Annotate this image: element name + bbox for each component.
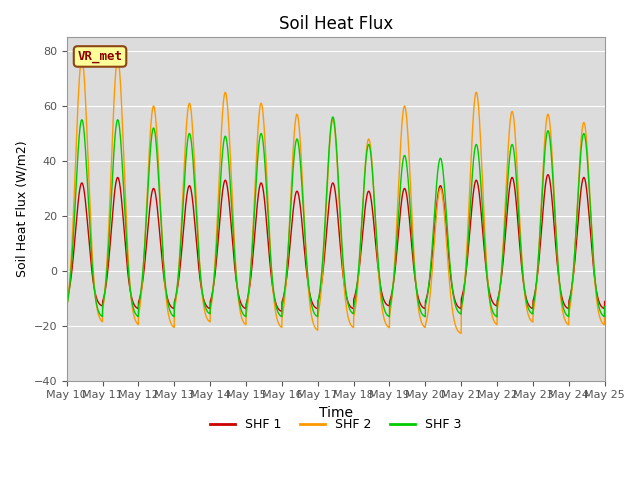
SHF 3 xyxy=(63,303,70,309)
SHF 3 xyxy=(591,269,598,275)
SHF 2 xyxy=(63,304,70,310)
SHF 3 xyxy=(532,278,540,284)
Legend: SHF 1, SHF 2, SHF 3: SHF 1, SHF 2, SHF 3 xyxy=(205,413,467,436)
SHF 1 xyxy=(591,274,598,279)
Line: SHF 3: SHF 3 xyxy=(67,117,605,317)
Title: Soil Heat Flux: Soil Heat Flux xyxy=(278,15,393,33)
SHF 2 xyxy=(124,257,132,263)
SHF 2 xyxy=(458,330,465,336)
SHF 1 xyxy=(601,299,609,304)
SHF 3 xyxy=(329,114,337,120)
SHF 2 xyxy=(591,272,598,278)
SHF 1 xyxy=(156,235,164,240)
SHF 2 xyxy=(532,282,540,288)
SHF 2 xyxy=(156,198,164,204)
Line: SHF 1: SHF 1 xyxy=(67,175,605,312)
SHF 3 xyxy=(269,283,277,289)
SHF 2 xyxy=(78,57,86,62)
SHF 2 xyxy=(601,311,609,317)
SHF 1 xyxy=(292,189,300,194)
SHF 3 xyxy=(601,304,609,310)
Y-axis label: Soil Heat Flux (W/m2): Soil Heat Flux (W/m2) xyxy=(15,141,28,277)
SHF 2 xyxy=(269,289,277,295)
SHF 1 xyxy=(124,272,132,278)
SHF 3 xyxy=(292,137,300,143)
X-axis label: Time: Time xyxy=(319,406,353,420)
SHF 3 xyxy=(422,314,429,320)
SHF 3 xyxy=(124,264,132,269)
SHF 3 xyxy=(156,203,164,208)
SHF 1 xyxy=(544,172,552,178)
SHF 1 xyxy=(63,296,70,302)
Text: VR_met: VR_met xyxy=(77,50,122,63)
SHF 2 xyxy=(292,112,300,118)
SHF 1 xyxy=(532,282,540,288)
Line: SHF 2: SHF 2 xyxy=(67,60,605,333)
SHF 1 xyxy=(278,309,285,314)
SHF 1 xyxy=(269,287,277,293)
